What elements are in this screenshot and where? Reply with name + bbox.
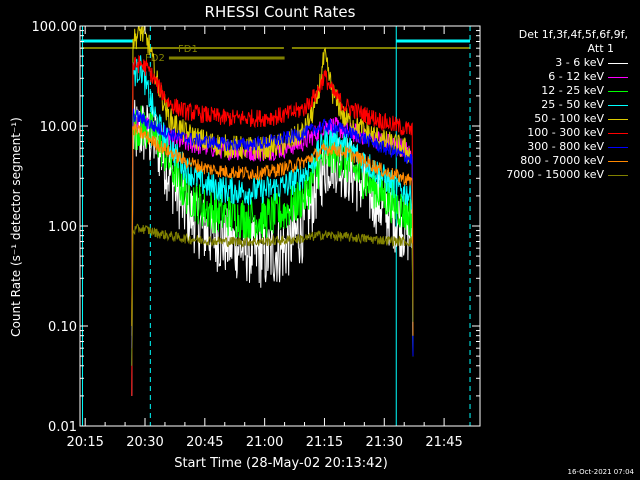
legend-swatch <box>608 174 628 176</box>
fd2-label: FD2 <box>145 53 165 64</box>
series-line-6 <box>131 54 414 396</box>
series-layer <box>131 26 414 396</box>
legend-item: 12 - 25 keV <box>470 84 632 98</box>
footer-timestamp: 16-Oct-2021 07:04 <box>567 468 634 476</box>
x-tick-label: 21:15 <box>306 435 343 450</box>
tick-layer: 20:15 20:30 20:45 21:00 21:15 21:30 21:45 0.01 0… <box>32 20 480 450</box>
legend-swatch <box>608 146 628 148</box>
legend-title-line-1: Det 1f,3f,4f,5f,6f,9f, <box>518 28 628 41</box>
series-line-5 <box>131 26 414 336</box>
y-tick-label: 100.00 <box>32 20 78 35</box>
legend-item: 7000 - 15000 keV <box>470 168 632 182</box>
chart-title: RHESSI Count Rates <box>205 3 356 21</box>
legend-label: 25 - 50 keV <box>541 98 604 111</box>
legend-item: 6 - 12 keV <box>470 70 632 84</box>
x-tick-label: 20:15 <box>66 435 103 450</box>
series-line-7 <box>131 108 414 357</box>
x-tick-label: 21:00 <box>246 435 283 450</box>
legend-swatch <box>608 104 628 106</box>
legend-swatch <box>608 76 628 78</box>
legend-label: 50 - 100 keV <box>534 112 604 125</box>
legend-item: 100 - 300 keV <box>470 126 632 140</box>
legend-label: 12 - 25 keV <box>541 84 604 97</box>
legend-item: 25 - 50 keV <box>470 98 632 112</box>
legend: Det 1f,3f,4f,5f,6f,9f, Att 1 3 - 6 keV 6 … <box>470 28 632 182</box>
series-line-1 <box>131 99 414 396</box>
y-tick-label: 1.00 <box>48 220 77 235</box>
legend-label: 6 - 12 keV <box>548 70 604 83</box>
x-tick-label: 21:45 <box>425 435 462 450</box>
legend-item: 800 - 7000 keV <box>470 154 632 168</box>
series-line-9 <box>131 223 414 366</box>
legend-item: 50 - 100 keV <box>470 112 632 126</box>
y-tick-label: 0.10 <box>48 320 77 335</box>
legend-label: 7000 - 15000 keV <box>506 168 604 181</box>
legend-swatch <box>608 90 628 92</box>
legend-swatch <box>608 118 628 120</box>
y-tick-label: 0.01 <box>48 420 77 435</box>
legend-swatch <box>608 132 628 134</box>
legend-item: 3 - 6 keV <box>470 56 632 70</box>
legend-label: 100 - 300 keV <box>527 126 604 139</box>
legend-swatch <box>608 62 628 64</box>
fd1-label: FD1 <box>178 44 198 55</box>
y-tick-label: 10.00 <box>40 120 77 135</box>
legend-label: 300 - 800 keV <box>527 140 604 153</box>
legend-title-line-2: Att 1 <box>587 42 614 55</box>
x-axis-label: Start Time (28-May-02 20:13:42) <box>174 456 388 471</box>
fd1-gap <box>283 45 292 50</box>
series-line-3 <box>131 105 414 327</box>
legend-swatch <box>608 160 628 162</box>
x-tick-label: 20:30 <box>126 435 163 450</box>
legend-label: 3 - 6 keV <box>555 56 604 69</box>
legend-label: 800 - 7000 keV <box>520 154 604 167</box>
x-tick-label: 21:30 <box>366 435 403 450</box>
legend-item: 300 - 800 keV <box>470 140 632 154</box>
series-line-8 <box>131 122 414 336</box>
attenuator-markers: FD1 FD2 <box>81 26 471 426</box>
x-tick-label: 20:45 <box>186 435 223 450</box>
y-axis-label: Count Rate (s⁻¹ detector segment⁻¹) <box>9 117 23 337</box>
